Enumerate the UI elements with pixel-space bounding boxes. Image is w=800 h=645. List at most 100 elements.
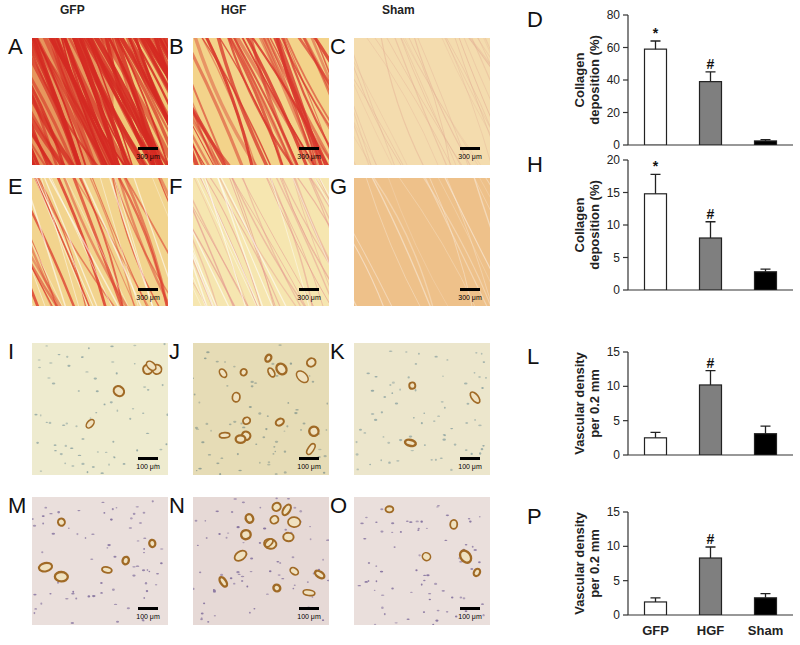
cell-nucleus — [139, 522, 142, 524]
cell-nucleus — [391, 588, 394, 590]
cell-nucleus — [400, 531, 402, 533]
cell-nucleus — [46, 422, 48, 423]
y-tick — [623, 580, 628, 581]
cell-nucleus — [442, 375, 444, 377]
cell-nucleus — [391, 522, 394, 524]
vessel — [385, 506, 393, 512]
cell-nucleus — [444, 540, 447, 541]
cell-nucleus — [68, 528, 70, 529]
cell-nucleus — [381, 411, 383, 413]
panel-letter: O — [330, 493, 347, 518]
cell-nucleus — [201, 441, 204, 443]
vessel — [244, 513, 254, 524]
tissue-fiber — [88, 38, 160, 165]
cell-nucleus — [420, 521, 423, 523]
cell-nucleus — [66, 423, 69, 425]
cell-nucleus — [100, 582, 103, 584]
cell-nucleus — [442, 590, 445, 592]
cell-nucleus — [383, 396, 386, 398]
cell-nucleus — [266, 594, 269, 595]
cell-nucleus — [479, 516, 481, 518]
plot-marks — [645, 547, 777, 615]
vessel — [472, 568, 481, 578]
cell-nucleus — [241, 580, 243, 582]
scale-bar-label: 300 μm — [136, 294, 160, 302]
cell-nucleus — [107, 544, 110, 546]
cell-nucleus — [255, 444, 257, 445]
tissue-gap — [33, 178, 90, 306]
cell-nucleus — [240, 423, 242, 425]
cell-nucleus — [205, 423, 208, 425]
cell-nucleus — [66, 356, 68, 358]
cell-nucleus — [295, 409, 298, 411]
cell-nucleus — [478, 376, 481, 378]
cell-nucleus — [159, 449, 162, 451]
cell-nucleus — [81, 463, 84, 465]
tissue-fiber — [370, 178, 432, 306]
cell-nucleus — [394, 546, 396, 548]
cell-nucleus — [100, 472, 103, 474]
cell-nucleus — [326, 402, 328, 404]
cell-nucleus — [355, 441, 357, 443]
vessel — [218, 576, 228, 588]
tissue-fiber — [35, 178, 118, 306]
tissue-fiber — [423, 178, 489, 306]
y-tick — [623, 112, 628, 113]
column-header: HGF — [221, 3, 246, 17]
cell-nucleus — [409, 436, 413, 438]
tissue-gap — [193, 178, 231, 306]
cell-nucleus — [113, 456, 115, 458]
cell-nucleus — [220, 574, 223, 576]
y-tick-label: 20 — [607, 106, 621, 120]
y-axis-label-line: Vascular density — [572, 511, 587, 614]
cell-nucleus — [238, 574, 241, 575]
cell-nucleus — [143, 537, 146, 539]
bar — [645, 602, 667, 615]
cell-nucleus — [236, 571, 239, 573]
micrograph — [32, 178, 168, 306]
cell-nucleus — [300, 429, 302, 431]
tissue-fiber — [228, 178, 277, 306]
cell-nucleus — [57, 511, 60, 513]
cell-nucleus — [375, 565, 377, 567]
cell-nucleus — [116, 507, 118, 508]
cell-nucleus — [143, 548, 145, 550]
cell-nucleus — [226, 385, 228, 387]
tissue-fiber — [363, 38, 440, 165]
vessel — [269, 514, 280, 525]
bar — [755, 598, 777, 615]
tissue-gap — [108, 178, 154, 306]
vessel — [85, 418, 96, 429]
cell-nucleus — [110, 401, 113, 403]
cell-nucleus — [110, 345, 113, 347]
tissue-fiber — [354, 178, 394, 306]
y-axis-label-line: Vascular density — [572, 351, 587, 454]
tissue-fiber — [476, 38, 490, 165]
cell-nucleus — [276, 561, 279, 563]
cell-nucleus — [326, 429, 328, 430]
cell-nucleus — [33, 525, 36, 527]
cell-nucleus — [146, 590, 148, 592]
cell-nucleus — [216, 361, 219, 363]
cell-nucleus — [323, 472, 325, 474]
cell-nucleus — [78, 390, 80, 392]
cell-nucleus — [413, 417, 415, 419]
y-tick-label: 15 — [607, 345, 621, 359]
cell-nucleus — [194, 393, 196, 395]
vessel — [272, 583, 282, 593]
cell-nucleus — [32, 518, 34, 520]
tissue-fiber — [193, 38, 228, 165]
error-bar — [651, 598, 661, 602]
cell-nucleus — [147, 389, 149, 391]
cell-nucleus — [197, 545, 199, 546]
cell-nucleus — [409, 521, 412, 523]
cell-nucleus — [437, 415, 440, 416]
cell-nucleus — [137, 540, 140, 541]
cell-nucleus — [465, 449, 468, 451]
cell-nucleus — [443, 434, 445, 436]
scale-bar — [299, 147, 319, 150]
cell-nucleus — [100, 592, 103, 594]
cell-nucleus — [473, 549, 476, 551]
tissue-fiber — [428, 178, 474, 306]
tissue-fiber — [440, 38, 490, 165]
